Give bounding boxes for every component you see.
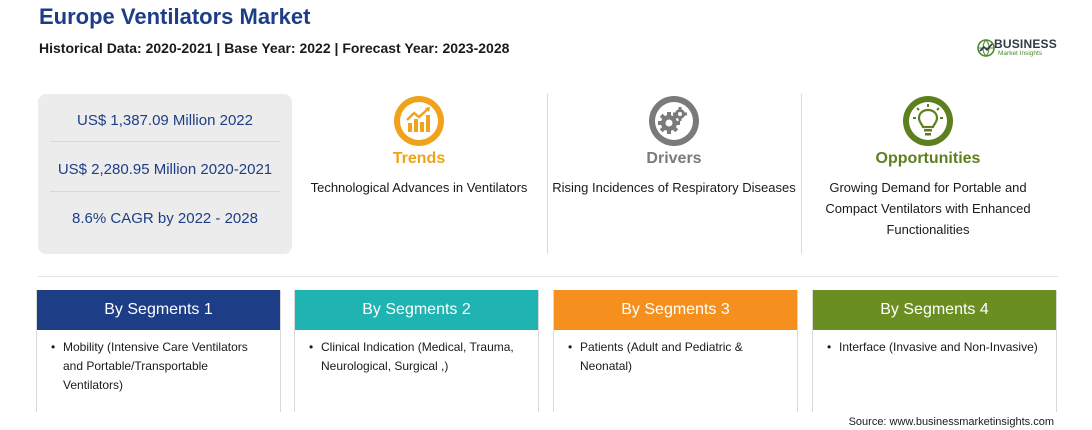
logo-tagline: Market Insights — [998, 50, 1043, 57]
drivers-title: Drivers — [646, 150, 702, 167]
drivers-text: Rising Incidences of Respiratory Disease… — [552, 180, 796, 195]
rising-chart-icon — [394, 96, 444, 146]
source-credit: Source: www.businessmarketinsights.com — [848, 416, 1054, 428]
stat-divider — [50, 191, 280, 192]
trends-text: Technological Advances in Ventilators — [310, 180, 528, 195]
stat-cagr: 8.6% CAGR by 2022 - 2028 — [72, 210, 258, 227]
stat-market-size-2022: US$ 1,387.09 Million 2022 — [77, 112, 253, 129]
segment-2-header: By Segments 2 — [295, 290, 538, 330]
column-divider — [801, 94, 802, 254]
column-divider — [547, 94, 548, 254]
section-divider — [38, 276, 1058, 277]
segment-4-item-text: Interface (Invasive and Non-Invasive) — [839, 340, 1038, 354]
segment-4-header: By Segments 4 — [813, 290, 1056, 330]
drivers-card: Drivers Rising Incidences of Respiratory… — [549, 94, 799, 254]
opportunities-text: Growing Demand for Portable and Compact … — [825, 180, 1031, 237]
opportunities-title: Opportunities — [875, 150, 981, 167]
segment-1-item-text: Mobility (Intensive Care Ventilators and… — [63, 340, 248, 392]
segment-2-item-text: Clinical Indication (Medical, Trauma, Ne… — [321, 340, 514, 373]
segment-card-3: By Segments 3 • Patients (Adult and Pedia… — [553, 290, 798, 412]
stat-divider — [50, 141, 280, 142]
market-stats-panel: US$ 1,387.09 Million 2022 US$ 2,280.95 M… — [38, 94, 292, 254]
gears-icon — [649, 96, 699, 146]
lightbulb-icon — [903, 96, 953, 146]
segment-4-item: • Interface (Invasive and Non-Invasive) — [827, 338, 1044, 357]
globe-logo-icon — [977, 39, 995, 57]
segment-card-1: By Segments 1 • Mobility (Intensive Care … — [36, 290, 281, 412]
stat-historical-value: US$ 2,280.95 Million 2020-2021 — [57, 161, 273, 178]
trends-title: Trends — [392, 150, 446, 167]
segment-3-item-text: Patients (Adult and Pediatric & Neonatal… — [580, 340, 743, 373]
segment-1-item: • Mobility (Intensive Care Ventilators an… — [51, 338, 268, 395]
logo-name: BUSINESS — [994, 37, 1057, 51]
page-subtitle: Historical Data: 2020-2021 | Base Year: … — [39, 40, 510, 56]
segment-card-2: By Segments 2 • Clinical Indication (Medi… — [294, 290, 539, 412]
segment-card-4: By Segments 4 • Interface (Invasive and N… — [812, 290, 1057, 412]
segment-1-header: By Segments 1 — [37, 290, 280, 330]
page-title: Europe Ventilators Market — [39, 4, 311, 29]
segment-2-item: • Clinical Indication (Medical, Trauma, N… — [309, 338, 526, 376]
brand-logo: BUSINESS Market Insights — [976, 36, 1066, 60]
opportunities-card: Opportunities Growing Demand for Portabl… — [803, 94, 1053, 254]
trends-card: Trends Technological Advances in Ventila… — [294, 94, 544, 254]
segment-3-item: • Patients (Adult and Pediatric & Neonata… — [568, 338, 785, 376]
segment-3-header: By Segments 3 — [554, 290, 797, 330]
